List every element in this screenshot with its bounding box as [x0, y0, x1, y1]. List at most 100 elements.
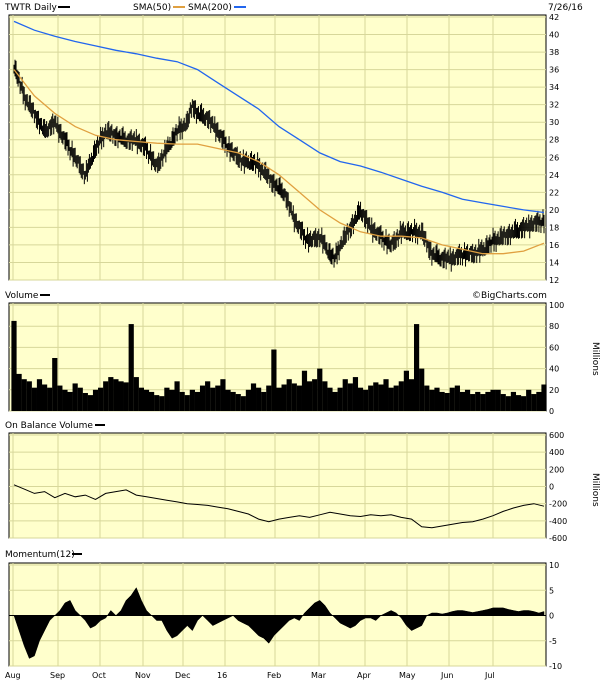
y-tick-label: 60 — [549, 343, 559, 352]
momentum-area — [13, 587, 545, 659]
volume-bar — [36, 379, 43, 411]
volume-bar — [373, 382, 379, 411]
x-tick-label: Jun — [440, 671, 454, 680]
volume-bar — [174, 381, 180, 411]
y-tick-label: 40 — [549, 31, 559, 40]
price-panel — [8, 14, 547, 281]
volume-bar — [281, 384, 287, 411]
volume-bar — [205, 381, 211, 411]
volume-bar — [413, 324, 420, 411]
volume-bar — [199, 385, 206, 411]
volume-bar — [521, 396, 527, 411]
volume-bar — [419, 368, 425, 411]
y-tick-label: 24 — [549, 171, 559, 180]
volume-bar — [495, 389, 501, 411]
volume-bar — [164, 387, 170, 411]
volume-bar — [245, 389, 252, 411]
volume-bar — [536, 391, 542, 411]
volume-bar — [103, 381, 109, 411]
volume-bar — [291, 383, 297, 411]
volume-bar — [261, 391, 267, 411]
volume-bar — [475, 391, 481, 411]
y-tick-label: 22 — [549, 188, 559, 197]
y-tick-label: 100 — [549, 301, 564, 310]
volume-bar — [98, 387, 104, 411]
volume-bar — [77, 387, 83, 411]
volume-bar — [337, 387, 343, 411]
x-tick-label: Aug — [5, 671, 21, 680]
volume-bar — [138, 387, 145, 411]
volume-bar — [439, 391, 445, 411]
volume-bar — [515, 395, 522, 411]
volume-bar — [225, 389, 231, 411]
volume-bar — [531, 394, 537, 411]
y-tick-label: 30 — [549, 118, 559, 127]
volume-bar — [485, 391, 491, 411]
volume-bar — [118, 381, 124, 411]
volume-bar — [210, 387, 216, 411]
volume-bar — [169, 389, 175, 411]
volume-bar — [16, 373, 22, 411]
volume-bar — [459, 391, 466, 411]
y-tick-label: 38 — [549, 48, 559, 57]
volume-bar — [383, 379, 389, 411]
volume-bar — [47, 387, 53, 411]
obv-title: On Balance Volume — [5, 421, 93, 431]
volume-bar — [194, 391, 201, 411]
x-tick-label: May — [399, 671, 416, 680]
y-tick-label: 28 — [549, 136, 559, 145]
volume-bar — [92, 389, 99, 411]
volume-bar — [454, 385, 460, 411]
volume-bar — [57, 385, 63, 411]
volume-bar — [403, 370, 410, 411]
volume-bar — [240, 396, 246, 411]
volume-bar — [148, 391, 155, 411]
volume-bar — [541, 384, 547, 411]
volume-bar — [230, 391, 236, 411]
volume-bar — [393, 385, 399, 411]
volume-bar — [72, 383, 78, 411]
y-tick-label: 200 — [549, 465, 564, 474]
volume-bar — [250, 383, 257, 411]
volume-bar — [352, 377, 359, 411]
volume-bar — [266, 385, 272, 411]
volume-bar — [444, 392, 450, 411]
y-tick-label: 20 — [549, 206, 559, 215]
volume-bar — [26, 381, 32, 411]
y-tick-label: -5 — [549, 637, 557, 646]
x-tick-label: Apr — [357, 671, 372, 680]
volume-bar — [500, 394, 506, 411]
volume-bar — [108, 377, 114, 411]
volume-bar — [159, 396, 165, 411]
sma50-legend-label: SMA(50) — [133, 3, 171, 13]
volume-bar — [434, 387, 440, 411]
y-tick-label: 80 — [549, 322, 559, 331]
x-tick-label: 16 — [217, 671, 227, 680]
y-tick-label: 18 — [549, 223, 559, 232]
volume-bar — [317, 368, 323, 411]
volume-bar — [327, 387, 333, 411]
ticker-label: TWTR Daily — [4, 3, 57, 13]
y-tick-label: 32 — [549, 101, 559, 110]
y-tick-label: 400 — [549, 448, 564, 457]
volume-bar — [526, 389, 532, 411]
y-tick-label: 0 — [549, 483, 554, 492]
volume-bar — [490, 389, 496, 411]
sma200-line — [13, 20, 545, 214]
volume-bar — [82, 392, 88, 411]
volume-bar — [179, 391, 185, 411]
volume-bar — [357, 387, 364, 411]
y-tick-label: -200 — [549, 500, 567, 509]
volume-bar — [398, 381, 404, 411]
sma50-line — [13, 69, 545, 255]
watermark: ©BigCharts.com — [472, 291, 547, 301]
volume-bar — [189, 389, 195, 411]
volume-bar — [505, 396, 511, 411]
y-tick-label: 26 — [549, 153, 559, 162]
volume-bar — [31, 387, 37, 411]
volume-bar — [62, 389, 68, 411]
volume-bar — [306, 381, 313, 411]
volume-bar — [256, 387, 262, 411]
volume-bar — [510, 391, 517, 411]
